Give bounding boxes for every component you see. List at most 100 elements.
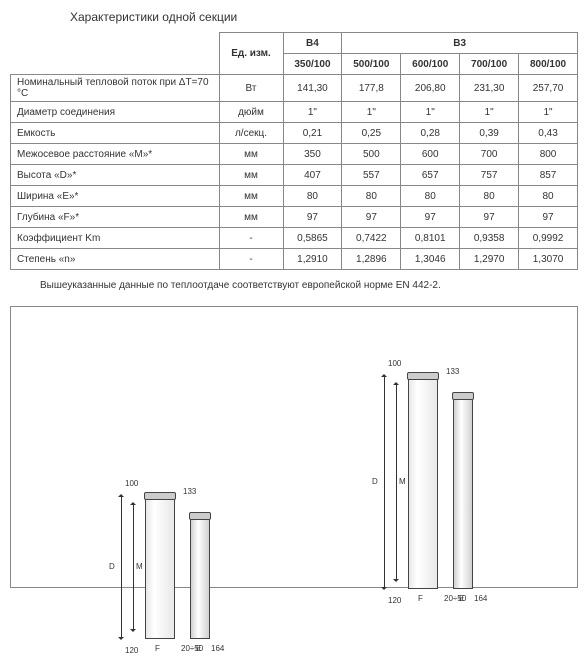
row-value: 557: [342, 165, 401, 186]
label-133: 133: [183, 487, 196, 496]
diagram-tall: D M 100 133 120 F 20÷50 164 E: [378, 317, 473, 587]
row-value: 80: [401, 186, 460, 207]
radiator-front-short: [145, 497, 175, 639]
row-value: 1": [519, 102, 578, 123]
diagrams-container: D M 100 133 120 F 20÷50 164 E: [10, 306, 578, 588]
label-120-2: 120: [388, 596, 401, 605]
row-value: 800: [519, 144, 578, 165]
row-value: 97: [519, 207, 578, 228]
note-text: Вышеуказанные данные по теплоотдаче соот…: [10, 280, 578, 291]
row-value: 0,25: [342, 123, 401, 144]
row-value: 0,21: [283, 123, 342, 144]
label-m-2: M: [399, 477, 406, 486]
row-unit: -: [219, 249, 283, 270]
row-unit: мм: [219, 186, 283, 207]
label-e-2: E: [459, 594, 464, 603]
row-label: Номинальный тепловой поток при ΔT=70 °C: [11, 75, 220, 102]
row-value: 1": [401, 102, 460, 123]
row-label: Емкость: [11, 123, 220, 144]
row-value: 1,2910: [283, 249, 342, 270]
row-value: 177,8: [342, 75, 401, 102]
row-value: 206,80: [401, 75, 460, 102]
row-unit: -: [219, 228, 283, 249]
row-value: 1,2896: [342, 249, 401, 270]
size-4: 800/100: [519, 54, 578, 75]
row-value: 257,70: [519, 75, 578, 102]
table-row: Межосевое расстояние «M»*мм3505006007008…: [11, 144, 578, 165]
table-row: Глубина «F»*мм9797979797: [11, 207, 578, 228]
row-value: 0,43: [519, 123, 578, 144]
size-0: 350/100: [283, 54, 342, 75]
row-value: 700: [460, 144, 519, 165]
row-value: 141,30: [283, 75, 342, 102]
row-value: 80: [460, 186, 519, 207]
label-d-2: D: [372, 477, 378, 486]
row-unit: мм: [219, 165, 283, 186]
label-133-2: 133: [446, 367, 459, 376]
row-value: 97: [460, 207, 519, 228]
table-row: Емкостьл/секц.0,210,250,280,390,43: [11, 123, 578, 144]
row-value: 657: [401, 165, 460, 186]
row-value: 600: [401, 144, 460, 165]
row-value: 1": [460, 102, 519, 123]
row-value: 80: [342, 186, 401, 207]
row-value: 1,3046: [401, 249, 460, 270]
row-value: 0,8101: [401, 228, 460, 249]
spec-table: Ед. изм. B4 B3 350/100 500/100 600/100 7…: [10, 32, 578, 270]
row-label: Межосевое расстояние «M»*: [11, 144, 220, 165]
row-value: 857: [519, 165, 578, 186]
row-value: 0,7422: [342, 228, 401, 249]
header-b3: B3: [342, 33, 578, 54]
size-3: 700/100: [460, 54, 519, 75]
table-row: Ширина «E»*мм8080808080: [11, 186, 578, 207]
radiator-front-tall: [408, 377, 438, 589]
row-label: Глубина «F»*: [11, 207, 220, 228]
table-row: Номинальный тепловой поток при ΔT=70 °CВ…: [11, 75, 578, 102]
radiator-side-short: [190, 517, 210, 639]
header-b4: B4: [283, 33, 342, 54]
row-value: 97: [283, 207, 342, 228]
row-value: 1": [283, 102, 342, 123]
row-value: 80: [519, 186, 578, 207]
table-row: Степень «n»-1,29101,28961,30461,29701,30…: [11, 249, 578, 270]
row-value: 97: [401, 207, 460, 228]
label-f-2: F: [418, 594, 423, 603]
radiator-side-tall: [453, 397, 473, 589]
label-m: M: [136, 562, 143, 571]
page-title: Характеристики одной секции: [10, 10, 578, 24]
row-label: Коэффициент Km: [11, 228, 220, 249]
row-label: Степень «n»: [11, 249, 220, 270]
row-value: 0,9992: [519, 228, 578, 249]
label-d: D: [109, 562, 115, 571]
row-value: 1": [342, 102, 401, 123]
size-2: 600/100: [401, 54, 460, 75]
label-100: 100: [125, 479, 138, 488]
label-f: F: [155, 644, 160, 653]
table-row: Диаметр соединениядюйм1"1"1"1"1": [11, 102, 578, 123]
row-value: 80: [283, 186, 342, 207]
row-label: Высота «D»*: [11, 165, 220, 186]
row-value: 407: [283, 165, 342, 186]
row-label: Диаметр соединения: [11, 102, 220, 123]
row-unit: мм: [219, 207, 283, 228]
row-value: 0,28: [401, 123, 460, 144]
row-unit: Вт: [219, 75, 283, 102]
label-164: 164: [211, 644, 224, 653]
diagram-short: D M 100 133 120 F 20÷50 164 E: [115, 317, 210, 637]
label-e: E: [196, 644, 201, 653]
row-value: 1,2970: [460, 249, 519, 270]
label-164-2: 164: [474, 594, 487, 603]
label-120: 120: [125, 646, 138, 655]
row-value: 97: [342, 207, 401, 228]
row-value: 350: [283, 144, 342, 165]
row-unit: мм: [219, 144, 283, 165]
row-value: 231,30: [460, 75, 519, 102]
row-value: 757: [460, 165, 519, 186]
row-value: 500: [342, 144, 401, 165]
table-row: Коэффициент Km-0,58650,74220,81010,93580…: [11, 228, 578, 249]
row-value: 0,39: [460, 123, 519, 144]
row-value: 1,3070: [519, 249, 578, 270]
table-row: Высота «D»*мм407557657757857: [11, 165, 578, 186]
row-unit: дюйм: [219, 102, 283, 123]
row-value: 0,5865: [283, 228, 342, 249]
